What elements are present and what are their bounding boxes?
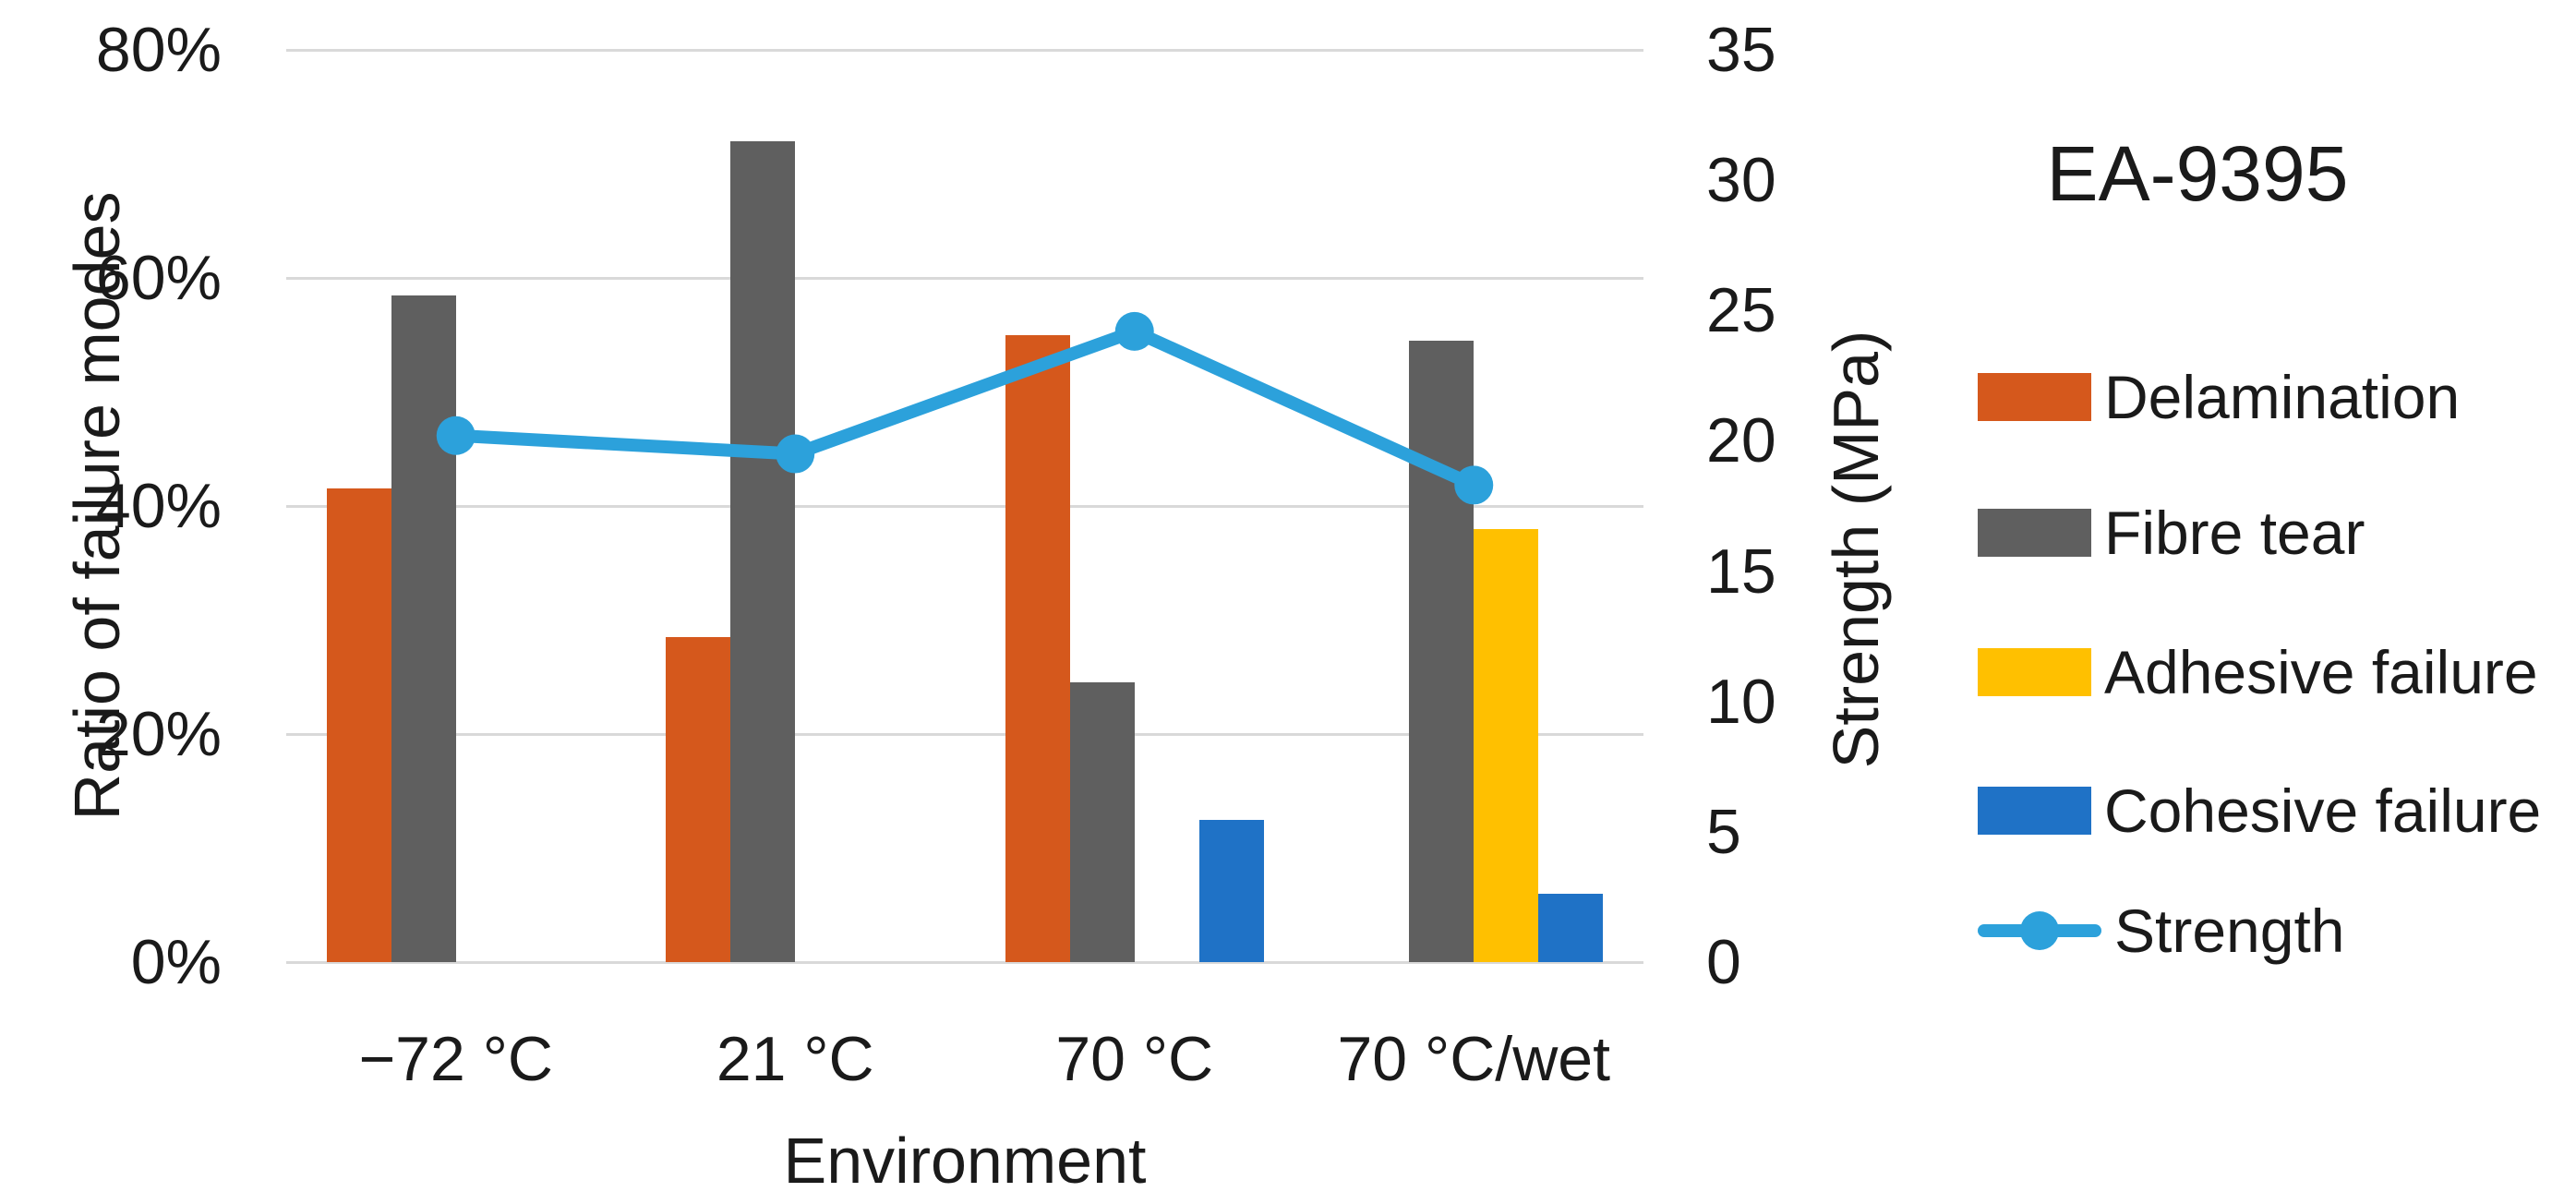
y-axis-left-tick-label: 40%	[95, 471, 222, 541]
x-axis-tick-label: 21 °C	[716, 1024, 874, 1094]
y-axis-left-tick-label: 60%	[95, 243, 222, 313]
chart-title: EA-9395	[2046, 130, 2349, 217]
bar-delamination	[1005, 334, 1070, 962]
gridline	[286, 504, 1643, 508]
y-axis-left-tick-label: 20%	[95, 699, 222, 769]
legend-label: Adhesive failure	[2104, 638, 2538, 706]
legend-label: Fibre tear	[2104, 499, 2365, 567]
y-axis-right-title: Strength (MPa)	[1820, 330, 1892, 769]
bar-delamination	[666, 637, 731, 962]
bar-fibre-tear	[1409, 340, 1475, 962]
bar-adhesive-failure	[1474, 528, 1539, 962]
y-axis-right-tick-label: 0	[1706, 927, 1741, 997]
y-axis-left-tick-label: 80%	[95, 15, 222, 85]
legend-swatch-icon	[1978, 509, 2091, 557]
legend-item-adhesive-failure: Adhesive failure	[1978, 633, 2538, 711]
legend-line-marker-icon	[1978, 907, 2101, 955]
legend-item-fibre-tear: Fibre tear	[1978, 494, 2365, 572]
x-axis-tick-label: 70 °C/wet	[1337, 1024, 1611, 1094]
legend-item-delamination: Delamination	[1978, 358, 2460, 436]
bar-fibre-tear	[391, 295, 456, 962]
y-axis-right-tick-label: 35	[1706, 15, 1776, 85]
y-axis-right-tick-label: 30	[1706, 145, 1776, 216]
y-axis-right-tick-label: 10	[1706, 666, 1776, 737]
legend-swatch-icon	[1978, 648, 2091, 696]
legend-swatch-icon	[1978, 373, 2091, 421]
bar-cohesive-failure	[1198, 819, 1264, 962]
bar-cohesive-failure	[1538, 893, 1604, 962]
legend-item-strength: Strength	[1978, 892, 2345, 969]
legend-label: Strength	[2114, 897, 2345, 965]
gridline	[286, 732, 1643, 736]
y-axis-right-tick-label: 25	[1706, 275, 1776, 346]
x-axis-tick-label: 70 °C	[1055, 1024, 1214, 1094]
gridline	[286, 48, 1643, 52]
bar-fibre-tear	[730, 140, 796, 962]
bar-fibre-tear	[1069, 682, 1135, 962]
bar-delamination	[326, 488, 391, 962]
y-axis-right-tick-label: 20	[1706, 405, 1776, 476]
y-axis-left-title: Ratio of failure modes	[61, 191, 133, 821]
x-axis-tick-label: −72 °C	[358, 1024, 554, 1094]
legend-label: Delamination	[2104, 363, 2461, 431]
legend-label: Cohesive failure	[2104, 777, 2542, 845]
x-axis-title: Environment	[783, 1125, 1147, 1197]
y-axis-left-tick-label: 0%	[130, 927, 222, 997]
gridline	[286, 276, 1643, 280]
y-axis-right-tick-label: 5	[1706, 796, 1741, 867]
legend-swatch-icon	[1978, 787, 2091, 835]
marker-dot-icon	[2020, 911, 2059, 950]
x-axis-line	[286, 960, 1643, 964]
y-axis-right-tick-label: 15	[1706, 536, 1776, 607]
legend-item-cohesive-failure: Cohesive failure	[1978, 772, 2541, 849]
